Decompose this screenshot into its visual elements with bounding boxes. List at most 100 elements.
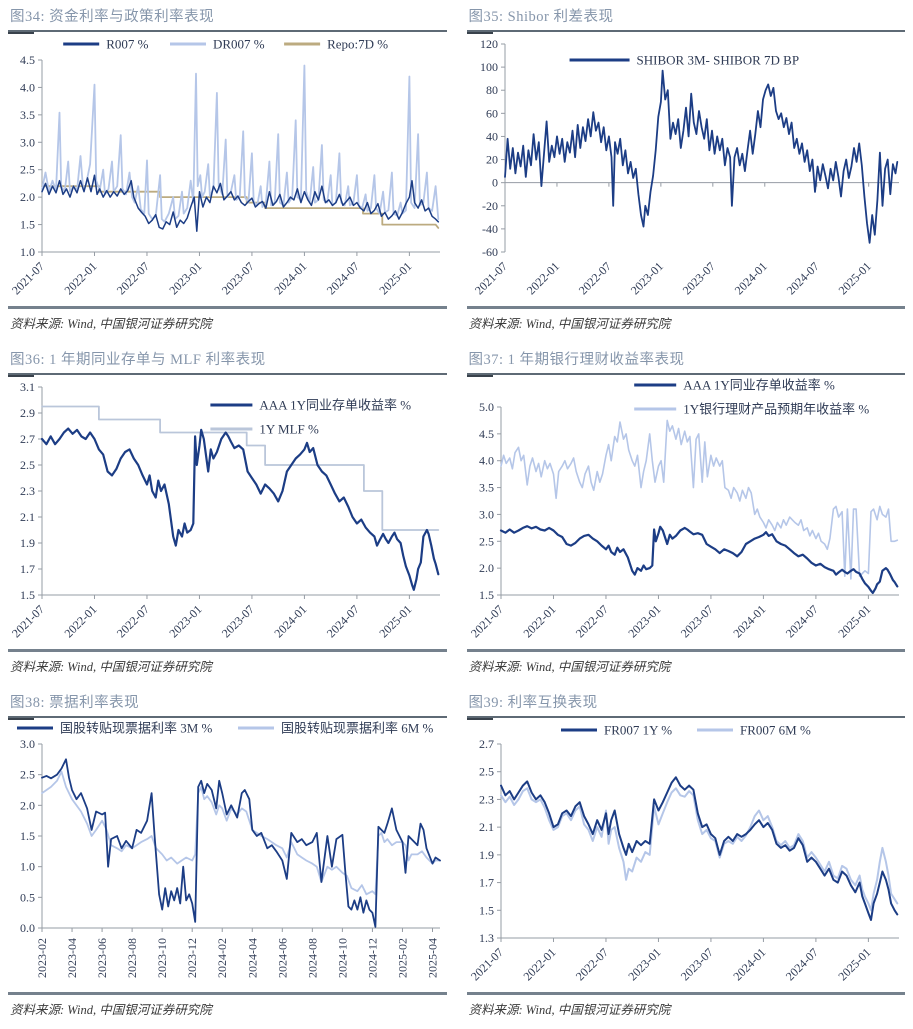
svg-text:-60: -60	[482, 245, 498, 259]
svg-text:2022-07: 2022-07	[114, 602, 152, 640]
svg-text:2.5: 2.5	[20, 458, 35, 472]
figure-39-panel: 图39: 利率互换表现 1.3 1.5 1.7 1.9 2.1 2.3 2.5 2.7 2021…	[466, 686, 906, 1029]
title-rule-nub	[466, 32, 493, 34]
figure-38-panel: 图38: 票据利率表现 0.0 0.5 1.0 1.5 2.0 2.5 3.0 2023-02…	[8, 686, 447, 1029]
svg-text:2025-01: 2025-01	[835, 602, 873, 640]
svg-text:R007 %: R007 %	[106, 37, 148, 52]
svg-text:2022-07: 2022-07	[572, 945, 610, 983]
svg-text:2024-07: 2024-07	[783, 259, 821, 297]
figure-35-line-chart: -60 -40 -20 0 20 40 60 80 100 120 2021-07 2022-01 20…	[471, 37, 899, 297]
svg-text:2021-07: 2021-07	[9, 259, 47, 297]
svg-text:0: 0	[492, 176, 498, 190]
svg-text:2022-07: 2022-07	[114, 259, 152, 297]
svg-text:SHIBOR 3M- SHIBOR 7D BP: SHIBOR 3M- SHIBOR 7D BP	[636, 53, 799, 68]
svg-text:FR007 6M %: FR007 6M %	[740, 723, 811, 738]
svg-text:2.5: 2.5	[479, 765, 494, 779]
svg-text:1.9: 1.9	[20, 536, 35, 550]
title-rule-nub	[8, 718, 34, 720]
svg-text:2024-01: 2024-01	[271, 602, 309, 640]
svg-text:2021-07: 2021-07	[471, 259, 509, 297]
svg-text:2023-07: 2023-07	[219, 602, 257, 640]
svg-text:1.5: 1.5	[20, 588, 35, 602]
svg-text:2023-01: 2023-01	[627, 259, 665, 297]
svg-text:2025-01: 2025-01	[835, 945, 873, 983]
svg-text:2022-07: 2022-07	[572, 602, 610, 640]
svg-text:国股转贴现票据利率 6M %: 国股转贴现票据利率 6M %	[281, 721, 434, 736]
svg-text:0.0: 0.0	[20, 921, 35, 935]
svg-text:FR007 1Y %: FR007 1Y %	[604, 723, 672, 738]
svg-text:2.7: 2.7	[20, 432, 35, 446]
svg-text:2025-01: 2025-01	[376, 602, 414, 640]
svg-text:2023-06: 2023-06	[95, 938, 109, 978]
svg-text:1.7: 1.7	[479, 876, 494, 890]
svg-text:2.5: 2.5	[20, 163, 35, 177]
svg-text:120: 120	[480, 37, 498, 51]
svg-text:2024-12: 2024-12	[365, 938, 379, 978]
svg-text:2022-01: 2022-01	[520, 945, 558, 983]
svg-text:3.0: 3.0	[479, 507, 494, 521]
svg-text:2024-04: 2024-04	[245, 938, 259, 978]
figure-36-bottom-rule	[8, 649, 447, 652]
svg-text:2025-02: 2025-02	[395, 938, 409, 978]
figure-39-title-rule	[466, 716, 905, 720]
svg-text:2024-10: 2024-10	[335, 938, 349, 978]
svg-text:2025-01: 2025-01	[376, 259, 414, 297]
svg-text:2.7: 2.7	[479, 737, 494, 751]
figure-34-chart-area: 1.0 1.5 2.0 2.5 3.0 3.5 4.0 4.5 2021-07 2022-01 20…	[8, 34, 447, 306]
svg-text:5.0: 5.0	[479, 400, 494, 414]
figure-38-bottom-rule	[8, 992, 447, 995]
figure-39-line-chart: 1.3 1.5 1.7 1.9 2.1 2.3 2.5 2.7 2021-07 2022-01 20…	[467, 723, 899, 983]
figure-35-title-rule	[466, 30, 905, 34]
figure-35-chart-area: -60 -40 -20 0 20 40 60 80 100 120 2021-07 2022-01 20…	[467, 34, 906, 306]
figure-35-bottom-rule	[466, 306, 905, 309]
figure-38-line-chart: 0.0 0.5 1.0 1.5 2.0 2.5 3.0 2023-02 2023-04 2023-…	[17, 721, 441, 978]
svg-text:4.0: 4.0	[479, 454, 494, 468]
svg-text:2.0: 2.0	[20, 798, 35, 812]
svg-text:-40: -40	[482, 222, 498, 236]
svg-text:2025-04: 2025-04	[425, 938, 439, 978]
svg-text:2022-07: 2022-07	[575, 259, 613, 297]
figure-36-panel: 图36: 1 年期同业存单与 MLF 利率表现 1.5 1.7 1.9 2.1 2.3 2…	[8, 343, 447, 686]
svg-text:3.5: 3.5	[20, 108, 35, 122]
svg-text:2024-01: 2024-01	[730, 945, 768, 983]
figure-35-panel: 图35: Shibor 利差表现 -60 -40 -20 0 20 40 60 80 100 12…	[466, 0, 906, 343]
figure-34-source: 资料来源: Wind, 中国银河证券研究院	[10, 317, 212, 331]
figure-39-chart-area: 1.3 1.5 1.7 1.9 2.1 2.3 2.5 2.7 2021-07 2022-01 20…	[467, 720, 906, 992]
figure-38-source: 资料来源: Wind, 中国银河证券研究院	[10, 1003, 212, 1017]
svg-text:1.5: 1.5	[479, 588, 494, 602]
svg-text:AAA 1Y同业存单收益率 %: AAA 1Y同业存单收益率 %	[259, 398, 411, 413]
figure-36-chart-area: 1.5 1.7 1.9 2.1 2.3 2.5 2.7 2.9 3.1 2021-07 2022-0…	[8, 377, 447, 649]
svg-text:2021-07: 2021-07	[467, 602, 505, 640]
figure-34-line-chart: 1.0 1.5 2.0 2.5 3.0 3.5 4.0 4.5 2021-07 2022-01 20…	[9, 37, 440, 297]
svg-text:2023-01: 2023-01	[625, 602, 663, 640]
figure-37-bottom-rule	[466, 649, 905, 652]
figure-37-title: 图37: 1 年期银行理财收益率表现	[468, 352, 685, 368]
svg-text:1Y银行理财产品预期年收益率 %: 1Y银行理财产品预期年收益率 %	[683, 402, 869, 417]
figure-37-panel: 图37: 1 年期银行理财收益率表现 1.5 2.0 2.5 3.0 3.5 4.0 4.5…	[466, 343, 905, 686]
svg-text:2.3: 2.3	[479, 792, 494, 806]
svg-text:2022-01: 2022-01	[520, 602, 558, 640]
svg-text:2.5: 2.5	[20, 768, 35, 782]
svg-text:2025-01: 2025-01	[835, 259, 873, 297]
title-rule-nub	[466, 375, 493, 377]
svg-text:2.1: 2.1	[20, 510, 35, 524]
figure-36-title: 图36: 1 年期同业存单与 MLF 利率表现	[10, 352, 266, 368]
svg-text:20: 20	[486, 153, 498, 167]
svg-text:1.0: 1.0	[20, 245, 35, 259]
svg-text:2.0: 2.0	[20, 190, 35, 204]
svg-text:80: 80	[486, 83, 498, 97]
svg-text:1.3: 1.3	[479, 931, 494, 945]
svg-text:3.0: 3.0	[20, 737, 35, 751]
svg-text:2024-06: 2024-06	[275, 938, 289, 978]
svg-text:3.1: 3.1	[20, 380, 35, 394]
figure-34-title-rule	[8, 30, 447, 34]
figure-35-source: 资料来源: Wind, 中国银河证券研究院	[468, 317, 671, 331]
svg-text:2024-07: 2024-07	[782, 945, 820, 983]
figure-34-bottom-rule	[8, 306, 447, 309]
svg-text:1Y MLF %: 1Y MLF %	[259, 422, 319, 437]
figure-37-source: 资料来源: Wind, 中国银河证券研究院	[468, 660, 671, 674]
svg-text:40: 40	[486, 129, 498, 143]
figure-37-line-chart: 1.5 2.0 2.5 3.0 3.5 4.0 4.5 5.0 2021-07 2022-01 20…	[467, 378, 899, 640]
svg-text:Repo:7D %: Repo:7D %	[327, 37, 388, 52]
svg-text:2024-07: 2024-07	[324, 259, 362, 297]
